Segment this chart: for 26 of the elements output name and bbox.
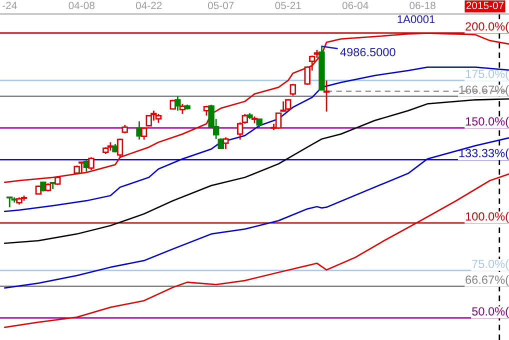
- candlestick: [179, 103, 186, 115]
- candlestick: [174, 96, 181, 112]
- ref-line-label: 100.0%(: [466, 212, 509, 223]
- annotation: 4986.5000: [340, 48, 396, 56]
- ref-line-label: 133.33%(: [459, 148, 509, 160]
- candlestick: [222, 136, 229, 150]
- x-tick-label: 04-08: [68, 2, 94, 10]
- ref-line-label: 66.67%(: [466, 275, 509, 286]
- candlestick: [40, 181, 46, 192]
- ref-line-label: 175.0%(: [466, 69, 509, 80]
- x-tick-label: 05-21: [275, 2, 301, 10]
- candlestick: [116, 138, 124, 159]
- candlestick: [6, 196, 13, 208]
- candlestick: [88, 156, 94, 171]
- x-tick-label: 2015-07: [466, 2, 504, 10]
- ref-line-label: 50.0%(: [472, 306, 509, 318]
- x-tick-label: 06-04: [342, 2, 368, 10]
- ref-line-label: 150.0%(: [466, 116, 509, 128]
- candlestick: [323, 80, 330, 112]
- x-tick-label: 04-22: [136, 2, 162, 10]
- annotation: 1A0001: [398, 15, 435, 24]
- ref-line-label: 75.0%(: [472, 259, 509, 270]
- x-tick-label: 06-18: [410, 2, 436, 10]
- x-tick-label: -24: [2, 2, 17, 10]
- x-tick-label: 05-07: [208, 2, 234, 10]
- ref-line-label: 200.0%(: [466, 22, 509, 33]
